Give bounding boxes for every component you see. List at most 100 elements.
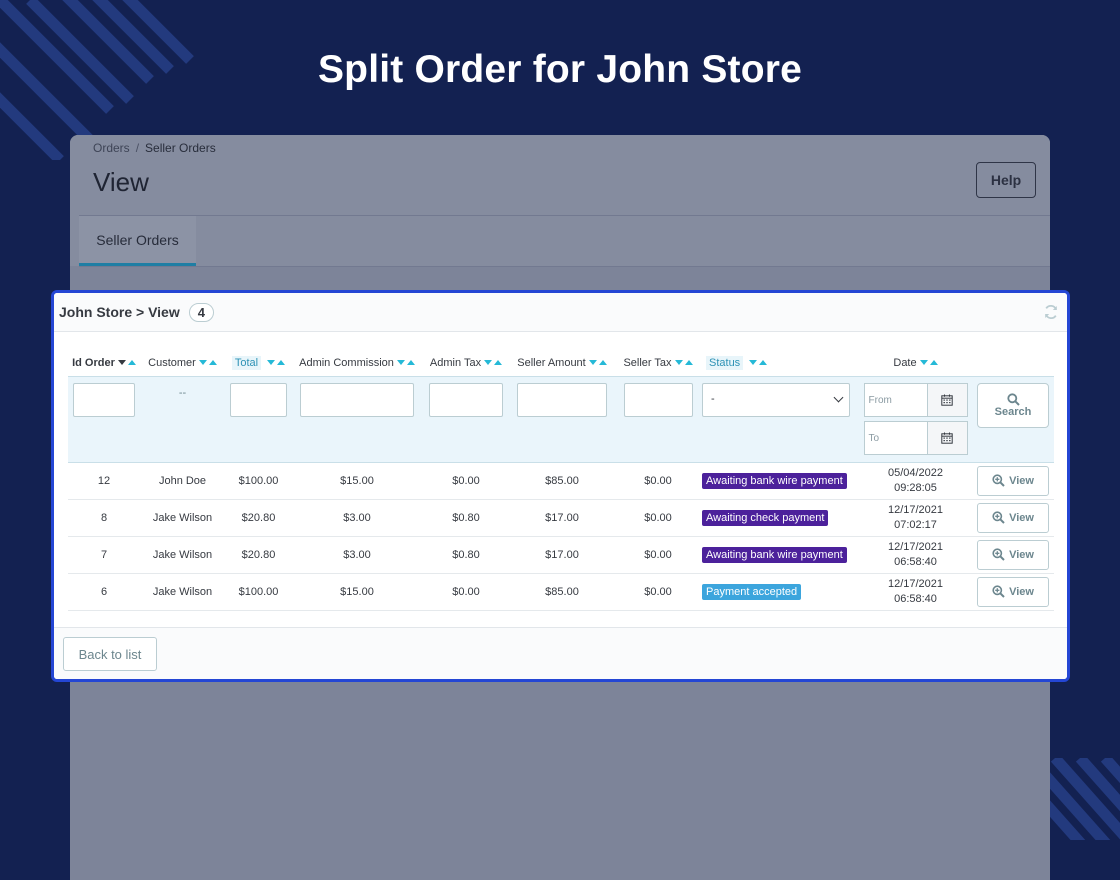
filter-date-to[interactable]: To (863, 420, 968, 455)
col-header-actions (972, 350, 1054, 376)
cell-admin-commission: $15.00 (292, 573, 422, 611)
cell-seller-tax: $0.00 (614, 499, 702, 537)
table-row[interactable]: 8 Jake Wilson $20.80 $3.00 $0.80 $17.00 $0.00 A… (68, 499, 1054, 537)
hero-title: Split Order for John Store (317, 48, 803, 91)
cell-total: $20.80 (225, 499, 292, 537)
search-icon (1006, 392, 1020, 406)
view-order-button[interactable]: View (977, 502, 1049, 533)
cell-customer: John Doe (140, 462, 225, 500)
col-header-total[interactable]: Total (225, 350, 292, 376)
sort-desc-icon[interactable] (117, 360, 126, 366)
table-row[interactable]: 12 John Doe $100.00 $15.00 $0.00 $85.00 $0.00 A… (68, 462, 1054, 500)
cell-customer: Jake Wilson (140, 499, 225, 537)
decorative-stripes-bottom-right (1050, 758, 1120, 840)
col-header-seller-tax[interactable]: Seller Tax (614, 350, 702, 376)
sort-desc-icon[interactable] (749, 360, 758, 366)
refresh-icon[interactable] (1043, 304, 1059, 320)
cell-admin-tax: $0.80 (422, 499, 510, 537)
breadcrumb-orders[interactable]: Orders (93, 141, 130, 155)
sort-desc-icon[interactable] (588, 360, 597, 366)
view-order-button[interactable]: View (977, 576, 1049, 607)
col-header-status[interactable]: Status (702, 350, 859, 376)
cell-admin-commission: $15.00 (292, 462, 422, 500)
order-time: 06:58:40 (894, 592, 937, 605)
help-button[interactable]: Help (976, 162, 1036, 198)
filter-total-input[interactable] (230, 382, 287, 417)
cell-seller-amount: $85.00 (510, 462, 614, 500)
filter-date-from[interactable]: From (863, 382, 968, 417)
order-time: 09:28:05 (894, 481, 937, 494)
back-to-list-button[interactable]: Back to list (63, 637, 157, 671)
filter-status-select[interactable]: - (702, 382, 850, 417)
tab-seller-orders[interactable]: Seller Orders (79, 216, 196, 266)
filter-status-value: - (711, 392, 715, 405)
status-badge: Payment accepted (702, 583, 802, 600)
filter-seller-tax-input[interactable] (623, 382, 693, 417)
search-button-label: Search (994, 405, 1032, 418)
status-badge: Awaiting bank wire payment (702, 472, 847, 489)
col-header-id-order[interactable]: Id Order (68, 350, 140, 376)
filter-id-order-input[interactable] (73, 382, 135, 417)
sort-desc-icon[interactable] (674, 360, 683, 366)
sort-asc-icon[interactable] (127, 360, 136, 366)
table-row[interactable]: 7 Jake Wilson $20.80 $3.00 $0.80 $17.00 $0.00 A… (68, 536, 1054, 574)
sort-asc-icon[interactable] (208, 360, 217, 366)
cell-date: 12/17/2021 06:58:40 (859, 573, 972, 611)
sort-asc-icon[interactable] (277, 360, 286, 366)
sort-desc-icon[interactable] (919, 360, 928, 366)
page-title: View (93, 167, 149, 197)
filter-admin-commission-input[interactable] (300, 382, 414, 417)
search-button[interactable]: Search (977, 382, 1049, 428)
zoom-in-icon (992, 511, 1005, 524)
zoom-in-icon (992, 548, 1005, 561)
order-date: 12/17/2021 (887, 504, 944, 517)
sort-desc-icon[interactable] (484, 360, 493, 366)
sort-desc-icon[interactable] (396, 360, 405, 366)
sort-asc-icon[interactable] (929, 360, 938, 366)
cell-admin-tax: $0.00 (422, 573, 510, 611)
cell-seller-tax: $0.00 (614, 462, 702, 500)
status-badge: Awaiting bank wire payment (702, 546, 847, 563)
cell-total: $100.00 (225, 573, 292, 611)
col-header-admin-commission[interactable]: Admin Commission (292, 350, 422, 376)
sort-desc-icon[interactable] (267, 360, 276, 366)
view-order-button[interactable]: View (977, 539, 1049, 570)
order-date: 05/04/2022 (887, 467, 944, 480)
sort-asc-icon[interactable] (759, 360, 768, 366)
card-footer: Back to list (54, 627, 1067, 679)
cell-status: Payment accepted (702, 573, 859, 611)
chevron-down-icon (833, 392, 844, 402)
breadcrumb-separator: / (135, 141, 140, 155)
cell-status: Awaiting check payment (702, 499, 859, 537)
col-header-seller-amount[interactable]: Seller Amount (510, 350, 614, 376)
cell-date: 12/17/2021 07:02:17 (859, 499, 972, 537)
filter-seller-amount-input[interactable] (517, 382, 607, 417)
cell-seller-amount: $17.00 (510, 499, 614, 537)
sort-asc-icon[interactable] (406, 360, 415, 366)
calendar-icon[interactable] (926, 383, 967, 416)
cell-actions: View (972, 499, 1054, 537)
filter-customer-placeholder: -- (178, 386, 187, 399)
card-header: John Store > View 4 (54, 293, 1067, 332)
status-badge: Awaiting check payment (702, 509, 829, 526)
col-header-date[interactable]: Date (859, 350, 972, 376)
breadcrumb-current: Seller Orders (145, 141, 216, 155)
filter-admin-tax-input[interactable] (429, 382, 503, 417)
sort-asc-icon[interactable] (494, 360, 503, 366)
calendar-icon[interactable] (926, 421, 967, 454)
col-header-admin-tax[interactable]: Admin Tax (422, 350, 510, 376)
view-order-button[interactable]: View (977, 465, 1049, 496)
sort-desc-icon[interactable] (198, 360, 207, 366)
col-header-customer[interactable]: Customer (140, 350, 225, 376)
sort-asc-icon[interactable] (684, 360, 693, 366)
divider (79, 266, 1050, 267)
sort-asc-icon[interactable] (598, 360, 607, 366)
cell-id-order: 6 (68, 573, 140, 611)
zoom-in-icon (992, 474, 1005, 487)
table-row[interactable]: 6 Jake Wilson $100.00 $15.00 $0.00 $85.00 $0.0… (68, 573, 1054, 611)
cell-id-order: 12 (68, 462, 140, 500)
cell-id-order: 7 (68, 536, 140, 574)
date-from-placeholder: From (868, 394, 892, 406)
order-time: 06:58:40 (894, 555, 937, 568)
cell-seller-amount: $85.00 (510, 573, 614, 611)
